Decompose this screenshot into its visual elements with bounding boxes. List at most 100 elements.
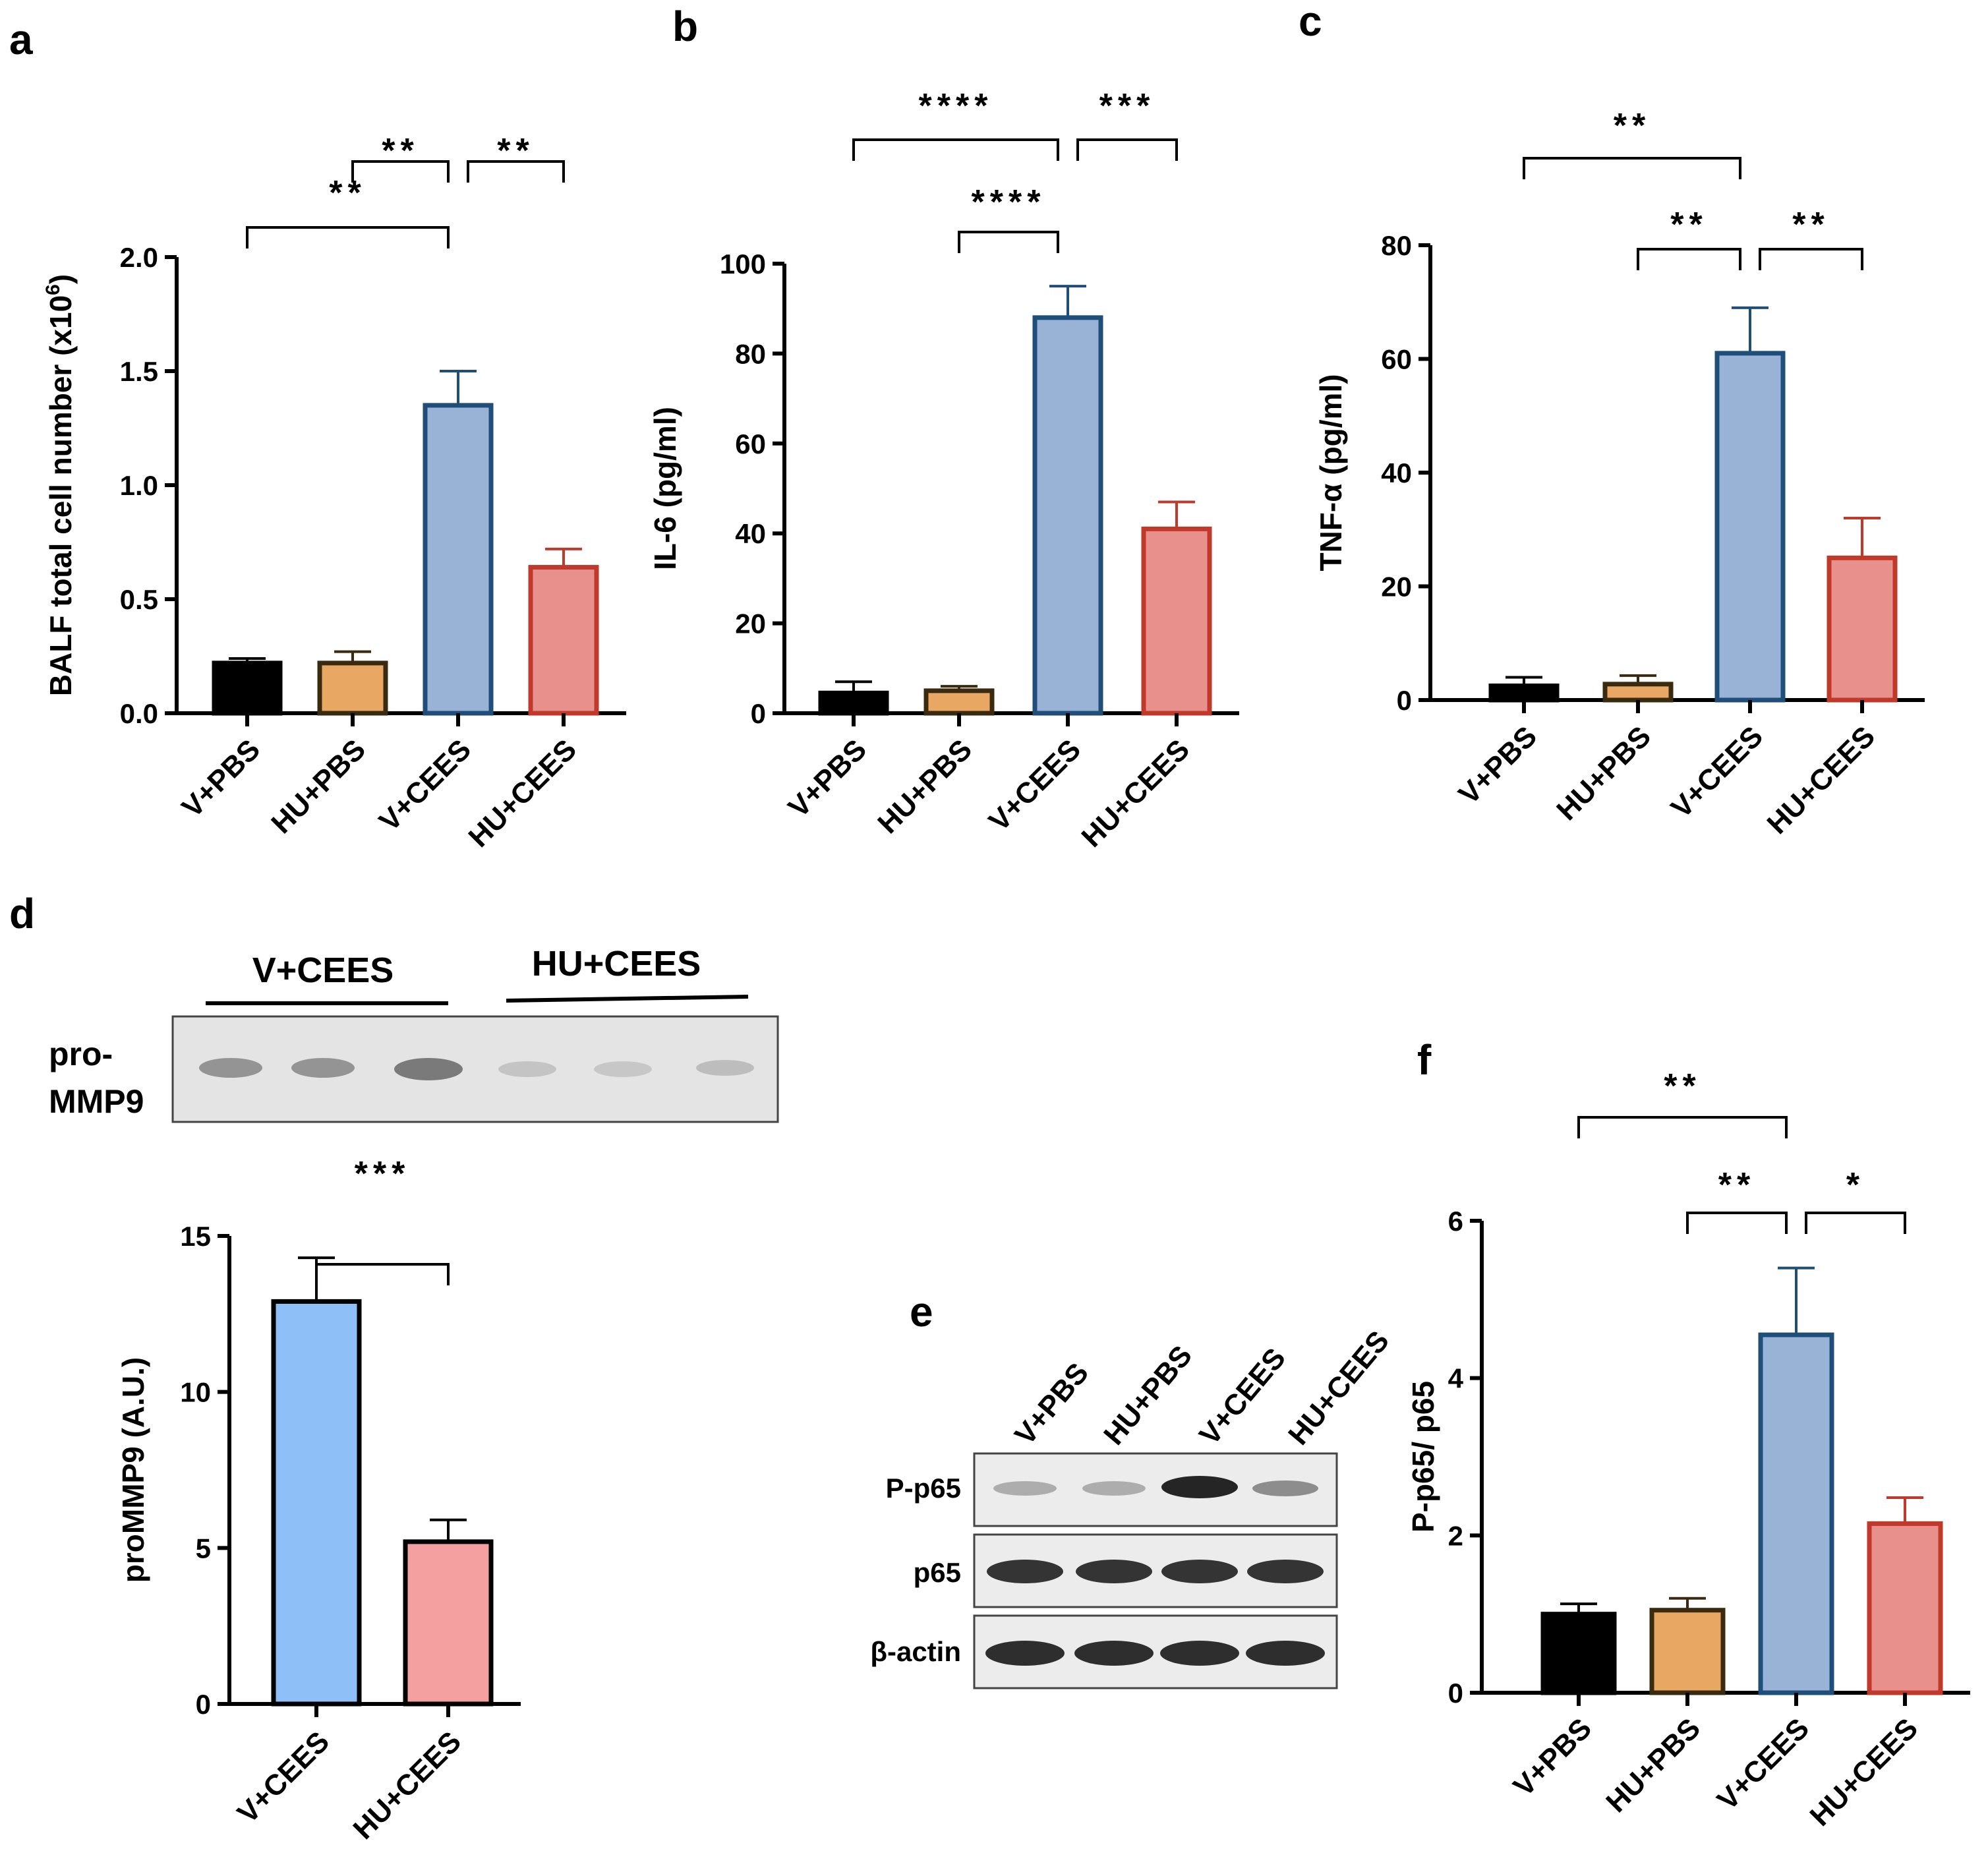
b-sig-bracket [852, 138, 1059, 161]
b-x-tick-label: V+CEES [983, 733, 1087, 837]
b-x-tick-label: HU+CEES [1076, 733, 1196, 853]
b-y-tick-label: 20 [735, 608, 766, 639]
blot-d-group-label-2: HU+CEES [532, 944, 701, 983]
blot-d-group-label-1: V+CEES [252, 951, 394, 990]
blot-e-membrane-1 [973, 1452, 1338, 1527]
blot-d-row-label-2: MMP9 [49, 1083, 144, 1120]
panel-letter-e: e [910, 1288, 933, 1335]
d-x-tick-label: HU+CEES [347, 1725, 467, 1845]
d-y-label: proMMP9 (A.U.) [116, 1357, 150, 1583]
c-sig-bracket [1523, 157, 1741, 179]
a-y-label-text: BALF total cell number (x10 [44, 295, 78, 696]
a-sig-bracket [351, 160, 450, 183]
c-bar-1 [1602, 682, 1674, 703]
f-sig-bracket [1805, 1212, 1906, 1234]
f-x-tick-label: V+PBS [1507, 1712, 1598, 1803]
a-x-tick-label: HU+CEES [463, 733, 583, 853]
b-y-label: IL-6 (pg/ml) [648, 407, 682, 570]
a-y-label-sup: 6 [42, 284, 64, 295]
blot-d-band [498, 1061, 556, 1077]
f-y-label-text: P-p65/ p65 [1406, 1381, 1440, 1533]
blot-e-band [993, 1481, 1057, 1496]
b-bar-1 [923, 688, 995, 716]
c-y-tick-label: 60 [1381, 344, 1412, 375]
a-y-tick-label: 1.5 [120, 356, 158, 387]
f-y-label: P-p65/ p65 [1406, 1381, 1440, 1533]
blot-e-row-label-2: p65 [914, 1557, 961, 1588]
c-x-tick-label: V+PBS [1453, 720, 1544, 811]
f-bar-0 [1540, 1612, 1617, 1695]
blot-e: V+PBS HU+PBS V+CEES HU+CEES P-p65 p65 β-… [870, 1325, 1395, 1689]
b-x-tick-label: V+PBS [782, 733, 873, 824]
a-sig-bracket [246, 226, 450, 249]
a-y-tick-label: 0.0 [120, 698, 158, 729]
panel-letter-c: c [1299, 0, 1322, 45]
c-bar-0 [1488, 683, 1560, 703]
c-bar-3 [1827, 555, 1898, 703]
blot-e-band [985, 1641, 1065, 1666]
blot-e-band [1160, 1641, 1239, 1666]
f-x-tick-label: V+CEES [1711, 1712, 1815, 1816]
d-y-tick-label: 15 [180, 1221, 211, 1252]
blot-d-band [199, 1058, 262, 1078]
f-y-tick-label: 2 [1448, 1520, 1463, 1551]
a-bar-0 [212, 660, 283, 716]
blot-e-lane-label-4: HU+CEES [1282, 1325, 1395, 1451]
panel-letter-a: a [9, 16, 33, 63]
d-y-tick-label: 10 [180, 1377, 211, 1408]
a-sig-label: ** [329, 174, 366, 212]
c-x-tick-label: V+CEES [1665, 720, 1769, 824]
f-sig-bracket [1686, 1212, 1788, 1234]
b-y-tick-label: 60 [735, 428, 766, 459]
blot-e-row-label-3: β-actin [870, 1636, 961, 1667]
f-y-tick-label: 0 [1448, 1678, 1463, 1709]
blot-e-band [1074, 1641, 1154, 1666]
chart-a: 0.0 0.5 1.0 1.5 2.0 BALF total cell number (x… [42, 132, 626, 854]
b-sig-label: **** [919, 87, 993, 125]
blot-e-band [1252, 1480, 1318, 1496]
c-y-label: TNF-α (pg/ml) [1314, 374, 1348, 571]
b-bar-0 [818, 690, 889, 716]
blot-e-lane-labels: V+PBS HU+PBS V+CEES HU+CEES [1009, 1325, 1395, 1451]
blot-e-lane-label-3: V+CEES [1193, 1342, 1292, 1451]
blot-d-band [394, 1058, 463, 1080]
a-x-tick-label: HU+PBS [265, 733, 372, 840]
blot-e-bands [985, 1476, 1325, 1666]
chart-d: 0 5 10 15 proMMP9 (A.U.) V+CEES HU+CEES *** [116, 1155, 521, 1846]
d-y-label-text: proMMP9 (A.U.) [116, 1357, 150, 1583]
d-sig-bracket [315, 1263, 450, 1285]
chart-c: 0 20 40 60 80 TNF-α (pg/ml) V+PBS HU+PBS V+CEESH… [1314, 107, 1925, 840]
blot-e-band [1246, 1641, 1325, 1666]
f-x-tick-label: HU+CEES [1804, 1712, 1924, 1832]
blot-d-bands [199, 1058, 754, 1080]
blot-d-band [291, 1058, 355, 1078]
b-y-tick-label: 40 [735, 518, 766, 549]
b-y-tick-label: 80 [735, 338, 766, 369]
b-sig-bracket [958, 231, 1059, 253]
a-x-tick-label: V+PBS [176, 733, 267, 824]
b-sig-label: *** [1099, 87, 1155, 125]
c-sig-bracket [1637, 248, 1741, 270]
panel-letter-b: b [672, 3, 698, 50]
blot-e-band [1161, 1476, 1238, 1498]
b-bar-3 [1141, 526, 1212, 716]
blot-e-row-label-1: P-p65 [886, 1473, 961, 1504]
f-y-tick-label: 4 [1448, 1363, 1464, 1394]
b-sig-label: **** [972, 183, 1046, 221]
f-bar-1 [1649, 1608, 1726, 1695]
f-x-tick-label: HU+PBS [1600, 1712, 1707, 1819]
blot-e-band [987, 1560, 1063, 1583]
d-x-tick-label: V+CEES [231, 1725, 336, 1829]
blot-e-band [1247, 1560, 1324, 1583]
b-y-tick-label: 100 [720, 249, 766, 279]
b-x-tick-label: HU+PBS [871, 733, 978, 840]
f-sig-label: ** [1664, 1067, 1701, 1105]
c-sig-label: ** [1670, 206, 1707, 244]
blot-e-lane-label-2: HU+PBS [1097, 1339, 1198, 1451]
f-bar-3 [1867, 1521, 1943, 1695]
blot-d-band [594, 1061, 652, 1077]
a-y-tick-label: 1.0 [120, 470, 158, 501]
f-sig-label: ** [1718, 1166, 1755, 1204]
